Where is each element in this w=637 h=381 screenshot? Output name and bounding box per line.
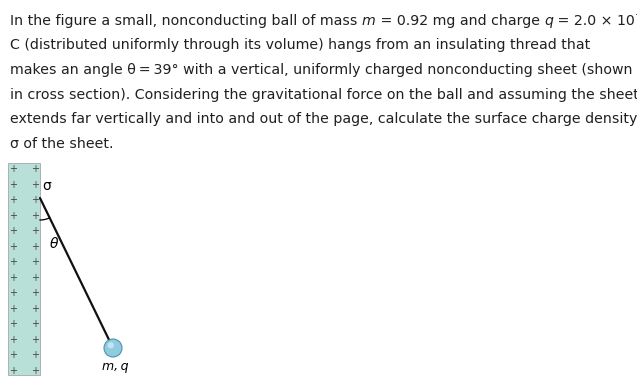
Text: extends far vertically and into and out of the page, calculate the surface charg: extends far vertically and into and out … bbox=[10, 112, 637, 126]
Text: +: + bbox=[9, 335, 17, 345]
Text: in cross section). Considering the gravitational force on the ball and assuming : in cross section). Considering the gravi… bbox=[10, 88, 637, 101]
Text: +: + bbox=[31, 335, 39, 345]
Text: +: + bbox=[9, 257, 17, 267]
Text: = 2.0 × 10: = 2.0 × 10 bbox=[553, 14, 635, 28]
Text: +: + bbox=[9, 211, 17, 221]
Text: q: q bbox=[544, 14, 553, 28]
Circle shape bbox=[108, 342, 114, 349]
Text: +: + bbox=[9, 226, 17, 236]
Text: +: + bbox=[9, 288, 17, 298]
Text: +: + bbox=[9, 351, 17, 360]
Text: +: + bbox=[31, 242, 39, 252]
Text: +: + bbox=[31, 257, 39, 267]
Text: +: + bbox=[9, 242, 17, 252]
Text: C (distributed uniformly through its volume) hangs from an insulating thread tha: C (distributed uniformly through its vol… bbox=[10, 38, 590, 53]
Text: +: + bbox=[9, 366, 17, 376]
Bar bbox=[8, 163, 40, 375]
Text: +: + bbox=[9, 319, 17, 330]
Text: +: + bbox=[31, 273, 39, 283]
Text: σ: σ bbox=[42, 179, 51, 193]
Text: +: + bbox=[31, 366, 39, 376]
Circle shape bbox=[104, 339, 122, 357]
Text: = 0.92 mg and charge: = 0.92 mg and charge bbox=[376, 14, 544, 28]
Text: +: + bbox=[31, 351, 39, 360]
Text: +: + bbox=[31, 288, 39, 298]
Text: +: + bbox=[31, 211, 39, 221]
Text: θ: θ bbox=[50, 237, 58, 251]
Text: +: + bbox=[9, 195, 17, 205]
Text: m, q: m, q bbox=[102, 360, 128, 373]
Text: m: m bbox=[362, 14, 376, 28]
Text: +: + bbox=[31, 319, 39, 330]
Text: +: + bbox=[31, 195, 39, 205]
Text: +: + bbox=[9, 273, 17, 283]
Text: +: + bbox=[31, 304, 39, 314]
Text: In the figure a small, nonconducting ball of mass: In the figure a small, nonconducting bal… bbox=[10, 14, 362, 28]
Text: +: + bbox=[9, 304, 17, 314]
Text: +: + bbox=[31, 179, 39, 189]
Text: σ of the sheet.: σ of the sheet. bbox=[10, 136, 113, 150]
Text: makes an angle θ = 39° with a vertical, uniformly charged nonconducting sheet (s: makes an angle θ = 39° with a vertical, … bbox=[10, 63, 633, 77]
Text: +: + bbox=[31, 226, 39, 236]
Text: +: + bbox=[9, 164, 17, 174]
Text: +: + bbox=[9, 179, 17, 189]
Text: −8: −8 bbox=[635, 10, 637, 20]
Text: +: + bbox=[31, 164, 39, 174]
